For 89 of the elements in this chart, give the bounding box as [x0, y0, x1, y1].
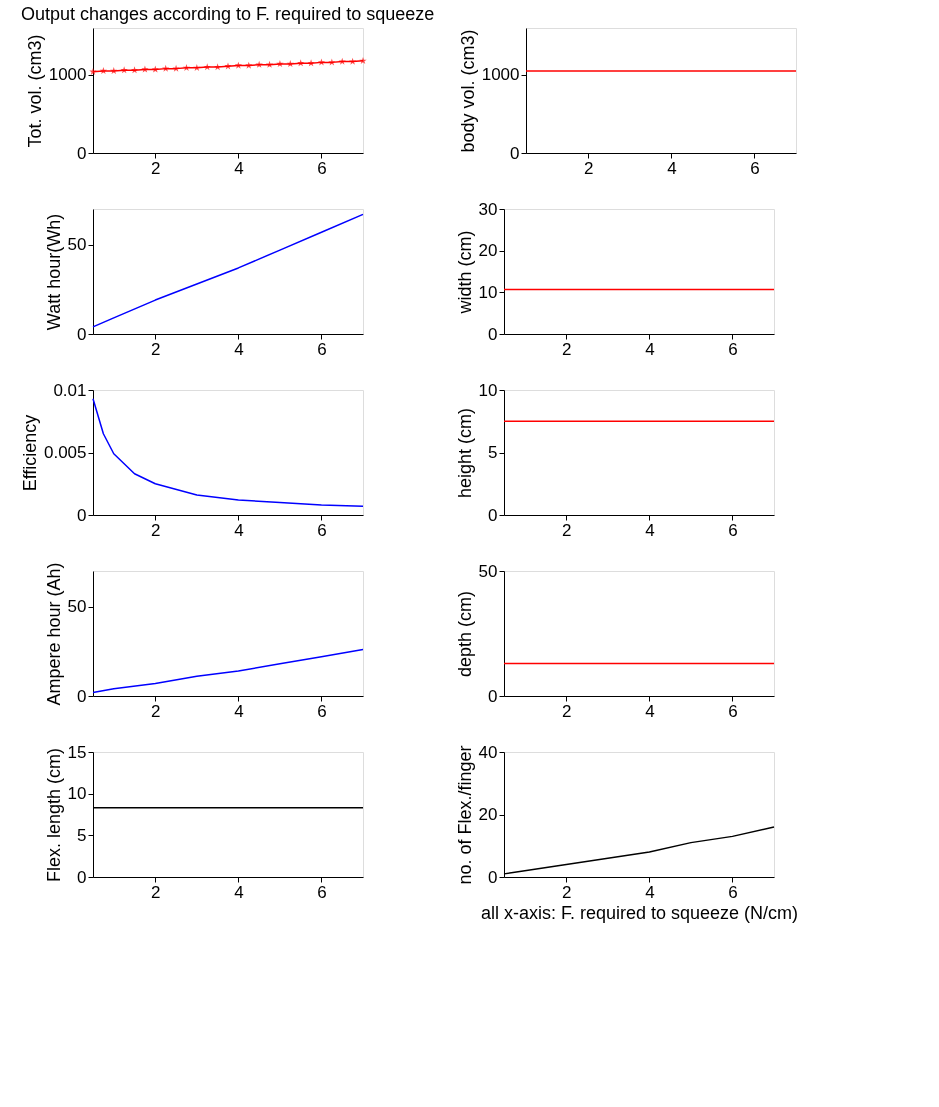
x-tick-label: 4 — [234, 882, 244, 902]
y-tick-label: 50 — [67, 597, 87, 617]
y-tick-label: 20 — [478, 241, 498, 261]
y-tick-label: 40 — [478, 742, 498, 762]
x-tick-label: 4 — [234, 520, 244, 540]
x-tick-label: 6 — [317, 158, 327, 178]
x-tick-label: 6 — [317, 701, 327, 721]
y-tick-label: 1000 — [481, 65, 520, 85]
y-axis-title: body vol. (cm3) — [457, 29, 478, 153]
y-axis-title: Efficiency — [19, 414, 40, 492]
y-axis-title: Ampere hour (Ah) — [43, 562, 64, 706]
x-tick-label: 2 — [584, 158, 594, 178]
x-tick-label: 2 — [151, 339, 161, 359]
x-tick-label: 6 — [728, 701, 738, 721]
y-tick-label: 0 — [77, 143, 87, 163]
x-tick-label: 2 — [562, 520, 572, 540]
y-tick-label: 0 — [77, 505, 87, 525]
y-tick-label: 0 — [488, 867, 498, 887]
x-tick-label: 2 — [151, 158, 161, 178]
point — [234, 61, 243, 69]
x-tick-label: 6 — [728, 520, 738, 540]
x-tick-label: 4 — [234, 701, 244, 721]
y-axis-title: Tot. vol. (cm3) — [24, 34, 45, 148]
y-tick-label: 5 — [488, 443, 498, 462]
point — [130, 66, 139, 74]
point — [120, 66, 128, 74]
point — [307, 59, 315, 67]
x-tick-label: 2 — [562, 701, 572, 721]
x-tick-label: 2 — [151, 882, 161, 902]
point — [338, 57, 346, 65]
y-tick-label: 30 — [478, 199, 498, 219]
y-tick-label: 0.01 — [53, 380, 87, 400]
x-tick-label: 4 — [234, 339, 244, 359]
x-tick-label: 2 — [562, 882, 572, 902]
y-tick-label: 1000 — [48, 65, 87, 85]
point — [151, 65, 159, 73]
y-tick-label: 0 — [77, 324, 87, 344]
x-tick-label: 6 — [728, 339, 738, 359]
point — [224, 62, 232, 70]
y-tick-label: 10 — [478, 282, 498, 302]
point — [141, 65, 149, 73]
y-tick-label: 5 — [77, 825, 87, 845]
y-axis-title: depth (cm) — [454, 590, 475, 678]
x-tick-label: 4 — [645, 882, 655, 902]
y-axis-title: no. of Flex./finger — [454, 745, 475, 885]
x-tick-label: 2 — [562, 339, 572, 359]
point — [193, 63, 201, 71]
point — [348, 57, 357, 65]
y-tick-label: 0 — [77, 867, 87, 887]
point — [203, 63, 211, 71]
x-tick-label: 4 — [234, 158, 244, 178]
point — [172, 64, 180, 72]
x-tick-label: 6 — [728, 882, 738, 902]
y-tick-label: 20 — [478, 805, 498, 824]
x-tick-label: 4 — [667, 158, 677, 178]
y-axis-title: width (cm) — [454, 230, 475, 315]
y-tick-label: 0 — [77, 686, 87, 706]
y-tick-label: 10 — [67, 784, 87, 804]
y-tick-label: 15 — [67, 742, 87, 762]
chart-title: Output changes according to F. required to squeeze — [20, 3, 435, 24]
y-tick-label: 0 — [510, 143, 520, 163]
y-tick-label: 0 — [488, 686, 498, 706]
line-series — [92, 213, 364, 328]
x-tick-label: 2 — [151, 520, 161, 540]
y-tick-label: 0 — [488, 324, 498, 344]
y-axis-title: Flex. length (cm) — [43, 747, 64, 883]
x-tick-label: 4 — [645, 339, 655, 359]
point — [110, 67, 118, 75]
y-tick-label: 10 — [478, 380, 498, 400]
line-series — [92, 398, 364, 507]
x-tick-label: 2 — [151, 701, 161, 721]
point — [276, 60, 284, 68]
point — [328, 58, 336, 66]
x-tick-label: 6 — [317, 339, 327, 359]
y-tick-label: 0.005 — [43, 443, 87, 462]
x-tick-label: 4 — [645, 520, 655, 540]
y-axis-title: Watt hour(Wh) — [43, 213, 64, 331]
x-tick-label: 6 — [750, 158, 760, 178]
point — [162, 64, 170, 72]
x-axis-title: all x-axis: F. required to squeeze (N/cm) — [480, 902, 799, 923]
point — [317, 58, 326, 66]
point — [245, 61, 253, 69]
x-tick-label: 6 — [317, 882, 327, 902]
x-tick-label: 6 — [317, 520, 327, 540]
y-tick-label: 50 — [67, 235, 87, 255]
y-tick-label: 0 — [488, 505, 498, 525]
y-axis-title: height (cm) — [454, 407, 475, 499]
y-tick-label: 50 — [478, 561, 498, 581]
x-tick-label: 4 — [645, 701, 655, 721]
